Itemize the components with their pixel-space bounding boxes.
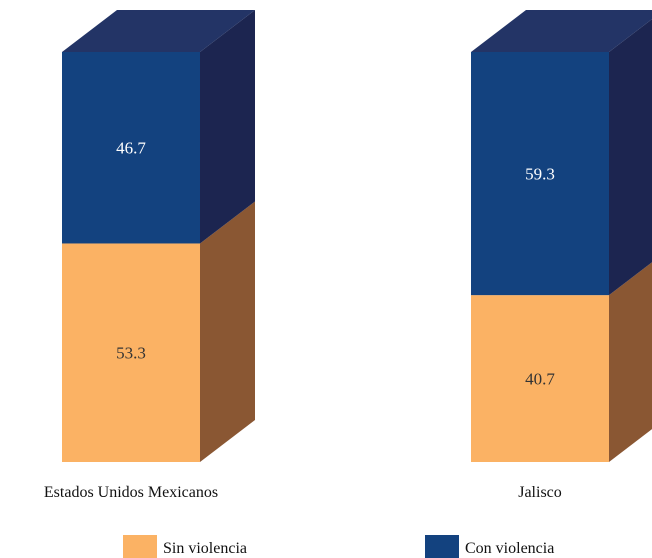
value-label-estados-unidos-mexicanos-sin-violencia: 53.3 [116, 344, 146, 363]
bar-side-estados-unidos-mexicanos-con-violencia [200, 10, 255, 244]
bar-estados-unidos-mexicanos-sin-violencia [62, 243, 200, 462]
bar-side-jalisco-con-violencia [609, 19, 652, 296]
bar-top-estados-unidos-mexicanos [62, 10, 255, 52]
legend-swatch-sin-violencia [123, 535, 157, 558]
bar-estados-unidos-mexicanos-con-violencia [62, 52, 200, 244]
bar-side-jalisco-sin-violencia [609, 262, 652, 462]
category-label-estados-unidos-mexicanos: Estados Unidos Mexicanos [44, 484, 218, 501]
legend-swatch-con-violencia [425, 535, 459, 558]
bar-jalisco-sin-violencia [471, 295, 609, 462]
value-labels-layer: 53.3 46.7 40.7 59.3 [116, 139, 555, 389]
bar-side-estados-unidos-mexicanos-sin-violencia [200, 201, 255, 462]
category-label-jalisco: Jalisco [518, 484, 562, 501]
legend-item-con-violencia: Con violencia [425, 535, 554, 558]
bar-jalisco-con-violencia [471, 52, 609, 296]
value-label-jalisco-sin-violencia: 40.7 [525, 370, 555, 389]
legend-label-sin-violencia: Sin violencia [163, 540, 247, 557]
value-label-estados-unidos-mexicanos-con-violencia: 46.7 [116, 139, 146, 158]
value-label-jalisco-con-violencia: 59.3 [525, 165, 555, 184]
legend: Sin violencia Con violencia [123, 535, 554, 558]
legend-item-sin-violencia: Sin violencia [123, 535, 247, 558]
legend-label-con-violencia: Con violencia [465, 540, 554, 557]
bars-layer [62, 10, 652, 462]
category-labels-layer: Estados Unidos Mexicanos Jalisco [44, 484, 562, 501]
bar-top-jalisco [471, 10, 652, 52]
